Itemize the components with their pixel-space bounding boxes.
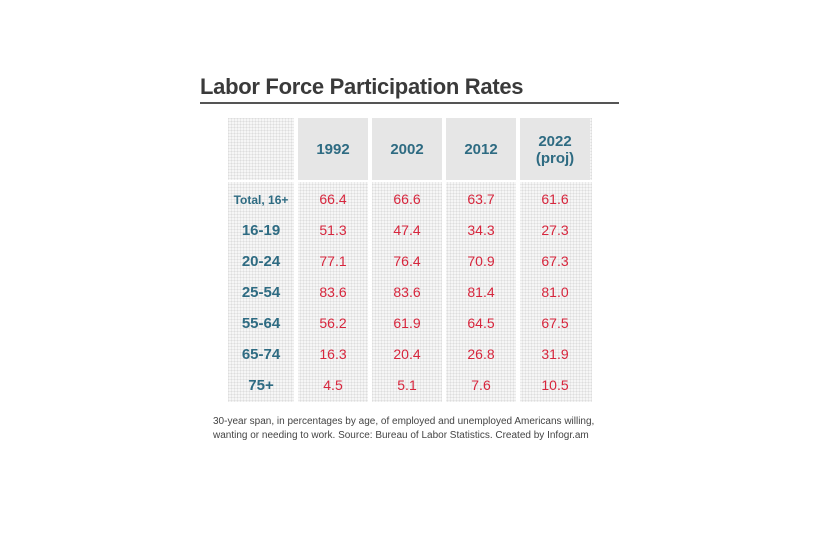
column-header: 1992 — [298, 141, 368, 158]
table-cell-value: 20.4 — [393, 346, 421, 362]
column-header-year: 1992 — [316, 141, 350, 158]
table-cell-value: 76.4 — [393, 253, 421, 269]
row-label: 16-19 — [241, 222, 281, 239]
chart-title: Labor Force Participation Rates — [200, 74, 524, 99]
table-cell-value: 61.9 — [393, 315, 421, 331]
column-header-year: 2022 — [538, 133, 572, 150]
table-cell-value: 67.3 — [541, 253, 569, 269]
table-cell-value: 7.6 — [471, 377, 491, 393]
table-cell-value: 31.9 — [541, 346, 569, 362]
column-header-year: 2002 — [390, 141, 424, 158]
row-label: 65-74 — [241, 346, 281, 363]
column-header-note: (proj) — [535, 150, 575, 167]
header-separator — [228, 180, 592, 182]
row-label: 75+ — [248, 377, 274, 394]
column-separator — [442, 118, 446, 402]
table-cell-value: 27.3 — [541, 222, 569, 238]
table-cell-value: 66.6 — [393, 191, 421, 207]
column-header: 2012 — [446, 141, 516, 158]
header-cell-bg — [446, 118, 516, 180]
header-cell-bg — [520, 118, 590, 180]
row-label: 55-64 — [241, 315, 281, 332]
title-underline — [200, 102, 619, 104]
table-cell-value: 16.3 — [319, 346, 347, 362]
table-cell-value: 83.6 — [319, 284, 347, 300]
table-cell-value: 47.4 — [393, 222, 421, 238]
table-cell-value: 66.4 — [319, 191, 347, 207]
table-cell-value: 51.3 — [319, 222, 347, 238]
header-cell-bg — [372, 118, 442, 180]
data-table: 1992 2002 2012 2022 (proj) Total, 16+ 66.4 66.6… — [228, 118, 592, 402]
table-cell-value: 34.3 — [467, 222, 495, 238]
table-cell-value: 70.9 — [467, 253, 495, 269]
table-cell-value: 5.1 — [397, 377, 417, 393]
table-cell-value: 56.2 — [319, 315, 347, 331]
source-note: 30-year span, in percentages by age, of … — [213, 416, 595, 441]
column-header: 2022 (proj) — [520, 133, 590, 167]
row-label: 25-54 — [241, 284, 281, 301]
row-label: Total, 16+ — [233, 193, 289, 207]
column-header: 2002 — [372, 141, 442, 158]
table-cell-value: 61.6 — [541, 191, 569, 207]
table-cell-value: 83.6 — [393, 284, 421, 300]
column-header-year: 2012 — [464, 141, 498, 158]
column-separator — [368, 118, 372, 402]
table-cell-value: 10.5 — [541, 377, 569, 393]
table-cell-value: 77.1 — [319, 253, 347, 269]
table-cell-value: 64.5 — [467, 315, 495, 331]
table-cell-value: 26.8 — [467, 346, 495, 362]
column-separator — [294, 118, 298, 402]
row-label: 20-24 — [241, 253, 281, 270]
table-cell-value: 81.4 — [467, 284, 495, 300]
table-cell-value: 81.0 — [541, 284, 569, 300]
table-cell-value: 67.5 — [541, 315, 569, 331]
column-separator — [516, 118, 520, 402]
table-cell-value: 63.7 — [467, 191, 495, 207]
header-cell-bg — [298, 118, 368, 180]
table-cell-value: 4.5 — [323, 377, 343, 393]
